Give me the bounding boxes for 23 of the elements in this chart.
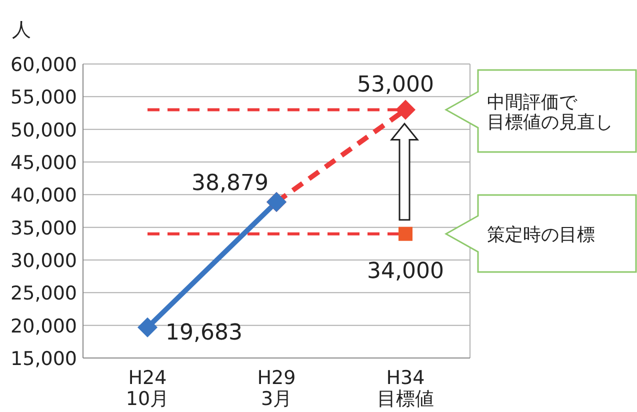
y-tick-label: 40,000	[10, 184, 77, 207]
data-label: 38,879	[192, 170, 268, 196]
y-tick-label: 60,000	[10, 54, 77, 76]
point	[138, 317, 158, 338]
callout: 策定時の目標	[444, 194, 637, 273]
y-tick-label: 30,000	[10, 250, 77, 272]
y-tick-label: 55,000	[10, 86, 77, 109]
x-tick-label: H24 10月	[126, 367, 170, 410]
y-tick-label: 20,000	[10, 315, 77, 338]
y-tick-label: 50,000	[10, 119, 77, 142]
data-label: 34,000	[367, 258, 444, 284]
x-tick-label: H34 目標値	[377, 367, 434, 410]
data-label: 19,683	[166, 320, 242, 346]
y-tick-label: 15,000	[10, 348, 77, 370]
point	[396, 100, 416, 120]
data-label: 53,000	[357, 72, 434, 98]
point	[398, 226, 412, 241]
y-tick-label: 35,000	[10, 217, 77, 240]
y-tick-label: 45,000	[10, 152, 77, 174]
y-axis-title: 人	[12, 19, 31, 41]
x-tick-label: H29 3月	[257, 367, 296, 410]
y-tick-label: 25,000	[10, 282, 77, 305]
callout: 中間評価で目標値の見直し	[444, 69, 637, 153]
